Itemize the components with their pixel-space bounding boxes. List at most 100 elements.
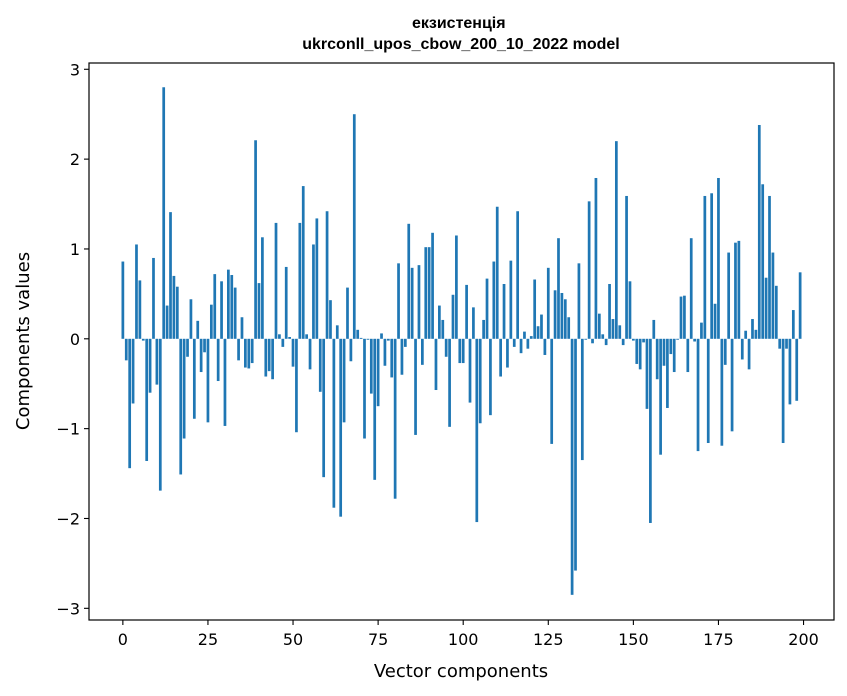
bar	[757, 124, 761, 339]
bar	[301, 186, 305, 339]
bar	[172, 275, 176, 339]
chart-title-line-2: ukrconll_upos_cbow_200_10_2022 model	[302, 36, 619, 53]
bar	[632, 338, 635, 341]
bar	[329, 300, 332, 339]
bar	[751, 319, 754, 339]
bar	[649, 338, 652, 523]
bar	[312, 244, 315, 339]
bar	[550, 338, 554, 444]
bar	[315, 218, 319, 339]
bar	[158, 338, 162, 491]
bar	[155, 338, 159, 385]
bar	[407, 223, 411, 339]
bar	[274, 222, 278, 339]
x-tick-label: 75	[368, 630, 388, 649]
bar	[495, 206, 499, 339]
bar	[209, 304, 213, 339]
bar	[295, 338, 298, 433]
bar	[131, 338, 135, 404]
bar	[288, 337, 291, 339]
bar	[318, 338, 322, 392]
bar	[223, 338, 227, 426]
bar	[717, 177, 720, 339]
y-axis-label: Components values	[13, 252, 34, 430]
bar	[359, 337, 363, 339]
bar	[373, 338, 377, 480]
bar	[706, 338, 710, 444]
y-tick-label: −2	[56, 509, 80, 528]
bar	[335, 325, 339, 339]
bar	[342, 338, 346, 423]
bar	[472, 307, 475, 339]
bar	[175, 286, 179, 339]
bar	[332, 338, 336, 508]
bar	[247, 338, 251, 369]
bar	[455, 235, 458, 339]
bar	[138, 280, 142, 339]
bar	[771, 252, 775, 339]
bar	[216, 338, 220, 382]
bar	[339, 338, 343, 517]
bar	[540, 314, 543, 339]
y-axis-ticks: −3 −2 −1 0 1 2 3	[56, 60, 89, 618]
x-tick-label: 125	[533, 630, 564, 649]
x-tick-label: 175	[703, 630, 734, 649]
bar	[509, 260, 513, 339]
bar	[774, 285, 778, 339]
bar	[325, 211, 329, 339]
bar	[230, 275, 234, 339]
y-tick-label: −1	[56, 420, 80, 439]
bar	[506, 338, 509, 368]
bar	[676, 338, 679, 340]
bar	[468, 338, 472, 403]
y-tick-label: −3	[56, 599, 80, 618]
x-tick-label: 150	[618, 630, 649, 649]
bar	[414, 338, 417, 435]
bar	[141, 338, 145, 341]
bar	[482, 319, 485, 339]
bar	[165, 305, 169, 339]
bar	[611, 319, 615, 339]
bar	[264, 338, 268, 377]
bar	[346, 287, 349, 339]
bar	[421, 338, 424, 365]
bar	[597, 313, 601, 339]
bar	[791, 310, 795, 339]
bar	[244, 338, 247, 368]
bar	[768, 195, 771, 339]
bar	[424, 247, 428, 339]
bar	[730, 338, 734, 432]
bar	[148, 338, 152, 393]
bar	[778, 338, 782, 349]
bar	[754, 329, 758, 339]
bar	[546, 267, 550, 339]
bar	[220, 281, 223, 339]
bar	[390, 338, 394, 378]
bar	[203, 338, 206, 353]
bar	[169, 212, 172, 339]
bar	[737, 240, 741, 339]
bar	[519, 338, 523, 354]
bar	[526, 338, 530, 349]
bar	[257, 283, 261, 339]
bar	[403, 338, 407, 347]
bar	[434, 338, 438, 391]
bar	[683, 295, 686, 339]
bar	[179, 338, 183, 475]
bar	[638, 338, 642, 370]
bar	[237, 338, 240, 361]
bar	[713, 303, 717, 339]
bar	[594, 177, 598, 339]
bar	[618, 325, 622, 339]
bar	[441, 319, 445, 339]
bar	[700, 322, 703, 339]
y-tick-label: 3	[70, 60, 80, 79]
bar	[400, 338, 404, 375]
bar	[557, 238, 560, 339]
bar	[308, 338, 312, 370]
x-tick-label: 0	[118, 630, 128, 649]
bar	[182, 338, 186, 439]
x-tick-label: 200	[788, 630, 819, 649]
bar	[227, 269, 230, 339]
x-tick-label: 50	[283, 630, 303, 649]
